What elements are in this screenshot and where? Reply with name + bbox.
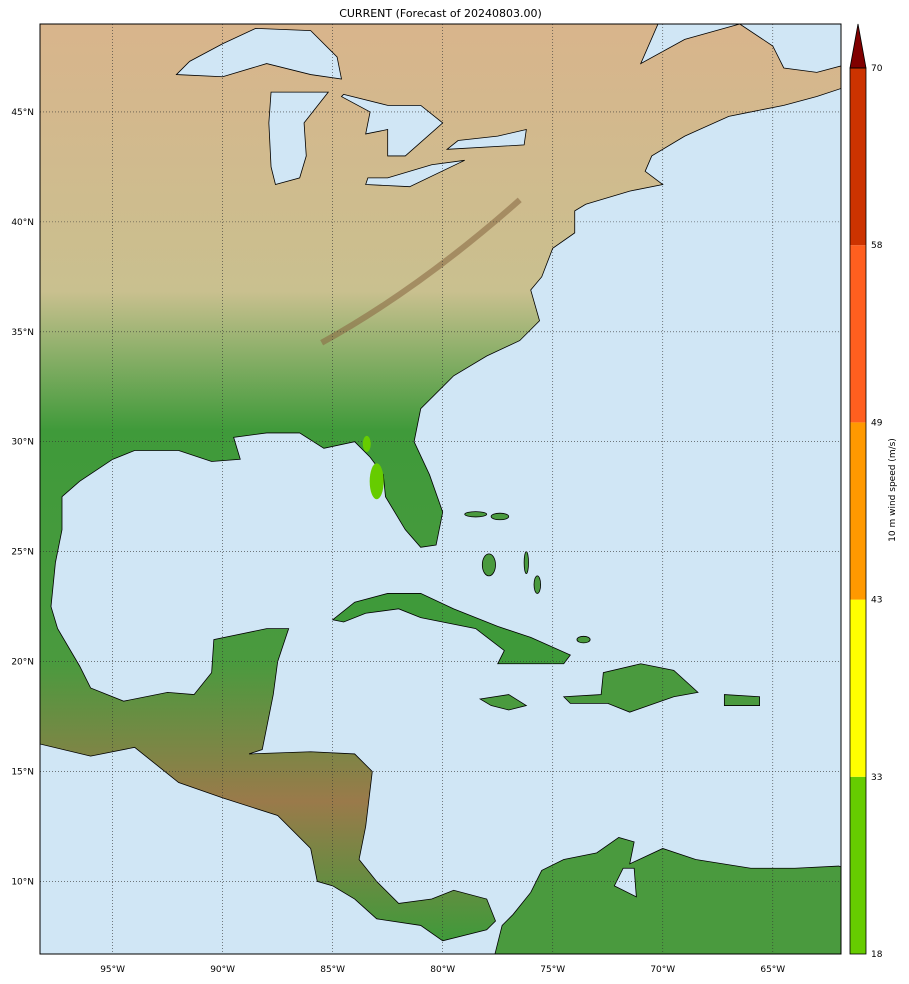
lake-maracaibo: [613, 867, 637, 898]
lat-tick-label: 25°N: [11, 548, 34, 558]
lat-tick-label: 35°N: [11, 328, 34, 338]
bahamas-island: [490, 512, 510, 521]
lon-tick-label: 85°W: [320, 965, 345, 975]
cuba: [331, 593, 571, 665]
colorbar-tick-label: 70: [871, 64, 883, 74]
lake-ontario: [445, 129, 527, 150]
lon-tick-label: 90°W: [210, 965, 235, 975]
colorbar-tick-label: 18: [871, 950, 883, 960]
wind-swath: [369, 463, 384, 500]
colorbar-segment: [850, 599, 866, 777]
lon-tick-label: 70°W: [650, 965, 675, 975]
bahamas-island: [481, 553, 496, 577]
colorbar: 18 33 43 49 58 70: [849, 23, 883, 960]
lat-tick-label: 30°N: [11, 438, 34, 448]
lat-tick-label: 40°N: [11, 218, 34, 228]
puerto-rico: [723, 694, 760, 706]
lake-superior: [175, 27, 342, 80]
colorbar-frame: [849, 67, 867, 955]
lakes-layer: [175, 24, 841, 898]
lake-erie: [365, 159, 465, 188]
map-frame: [39, 23, 842, 955]
lon-tick-label: 75°W: [540, 965, 565, 975]
colorbar-tick-label: 58: [871, 241, 883, 251]
gridlines: [40, 24, 841, 954]
bahamas-island: [533, 575, 542, 594]
colorbar-tick-label: 49: [871, 418, 883, 428]
lat-tick-label: 15°N: [11, 768, 34, 778]
lon-tick-label: 65°W: [760, 965, 785, 975]
jamaica: [478, 694, 528, 711]
lake-huron: [340, 93, 444, 157]
colorbar-tick-label: 43: [871, 596, 882, 606]
north-central-america: [40, 24, 841, 942]
lat-tick-labels: 45°N 40°N 35°N 30°N 25°N 20°N 15°N 10°N: [11, 108, 34, 888]
colorbar-segment: [850, 68, 866, 246]
hispaniola: [562, 663, 699, 713]
colorbar-segment: [850, 245, 866, 423]
lat-tick-label: 45°N: [11, 108, 34, 118]
lon-tick-label: 95°W: [100, 965, 125, 975]
map-title: CURRENT (Forecast of 20240803.00): [339, 7, 542, 20]
colorbar-segment: [850, 422, 866, 600]
colorbar-segment: [850, 776, 866, 954]
land-layer: [40, 24, 841, 954]
gulf-of-st-lawrence: [639, 24, 841, 73]
colorbar-label: 10 m wind speed (m/s): [888, 438, 898, 542]
lat-tick-label: 20°N: [11, 658, 34, 668]
lat-tick-label: 10°N: [11, 877, 34, 887]
wind-swath: [362, 435, 371, 452]
bahamas-island: [464, 511, 488, 518]
colorbar-tick-label: 33: [871, 773, 882, 783]
lake-michigan: [268, 91, 330, 185]
lon-tick-label: 80°W: [430, 965, 455, 975]
appalachian-mountains: [320, 197, 522, 346]
bahamas-island: [523, 551, 529, 575]
bahamas-island: [576, 635, 591, 644]
lon-tick-labels: 95°W 90°W 85°W 80°W 75°W 70°W 65°W: [100, 965, 785, 975]
colorbar-extend-arrow: [849, 23, 867, 69]
